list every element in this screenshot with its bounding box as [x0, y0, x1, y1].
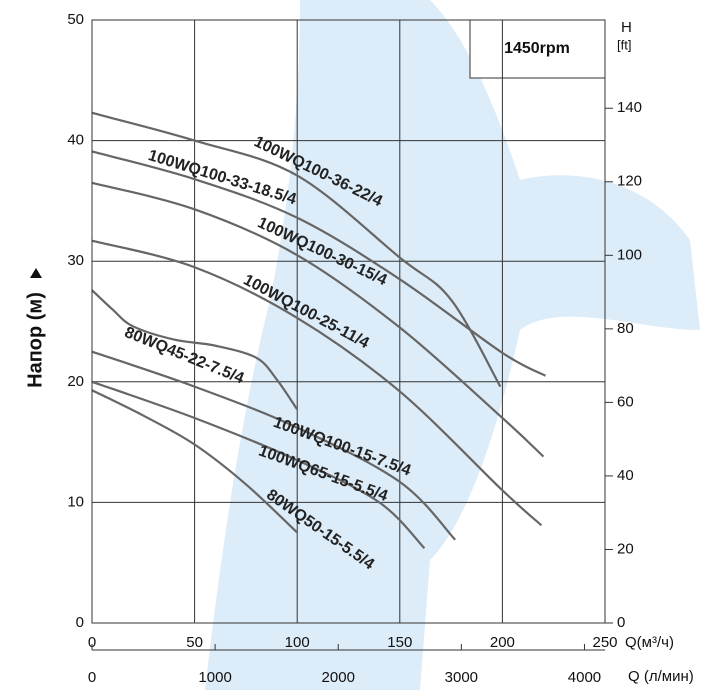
- x2-tick-label: 2000: [322, 669, 355, 686]
- y2-tick-label: 60: [617, 393, 634, 410]
- y-tick-label: 40: [67, 132, 84, 149]
- x2-tick-label: 4000: [568, 669, 601, 686]
- curve: [91, 350, 456, 541]
- y2-tick-label: 0: [617, 614, 625, 631]
- curve: [91, 181, 545, 458]
- curve: [91, 389, 298, 534]
- y-tick-label: 50: [67, 11, 84, 28]
- curve: [91, 150, 547, 377]
- x-tick-label: 250: [592, 634, 617, 651]
- curve: [91, 289, 299, 411]
- y-tick-label: 20: [67, 373, 84, 390]
- x-tick-label: 0: [88, 634, 96, 651]
- x-tick-label: 100: [285, 634, 310, 651]
- annotation-box: [469, 19, 606, 79]
- y-tick-label: 30: [67, 252, 84, 269]
- y2-axis-label: H: [621, 19, 632, 36]
- y2-tick-label: 100: [617, 246, 642, 263]
- y-tick-label: 10: [67, 493, 84, 510]
- curve: [91, 380, 426, 549]
- x-tick-label: 200: [490, 634, 515, 651]
- annotation: 1450rpm: [504, 40, 570, 57]
- plot-frame: [91, 19, 606, 624]
- y2-axis-label: [ft]: [617, 37, 631, 52]
- y2-tick-label: 40: [617, 467, 634, 484]
- curve-label: 80WQ45-22-7.5/4: [122, 324, 246, 387]
- x2-tick-label: 3000: [445, 669, 478, 686]
- x2-tick-label: 0: [88, 669, 96, 686]
- x-axis-label: Q(м³/ч): [625, 634, 674, 651]
- x2-tick-label: 1000: [198, 669, 231, 686]
- y2-tick-label: 140: [617, 99, 642, 116]
- y-tick-label: 0: [76, 614, 84, 631]
- x-tick-label: 50: [186, 634, 203, 651]
- y2-tick-label: 20: [617, 540, 634, 557]
- x-tick-label: 150: [387, 634, 412, 651]
- y2-tick-label: 80: [617, 320, 634, 337]
- curve: [91, 239, 543, 527]
- y2-tick-label: 120: [617, 173, 642, 190]
- watermark: [205, 0, 700, 690]
- curve: [91, 111, 502, 388]
- y-axis-arrow: [30, 268, 42, 278]
- y-axis-label: Напор (м): [24, 292, 46, 388]
- x2-axis-label: Q (л/мин): [628, 668, 694, 685]
